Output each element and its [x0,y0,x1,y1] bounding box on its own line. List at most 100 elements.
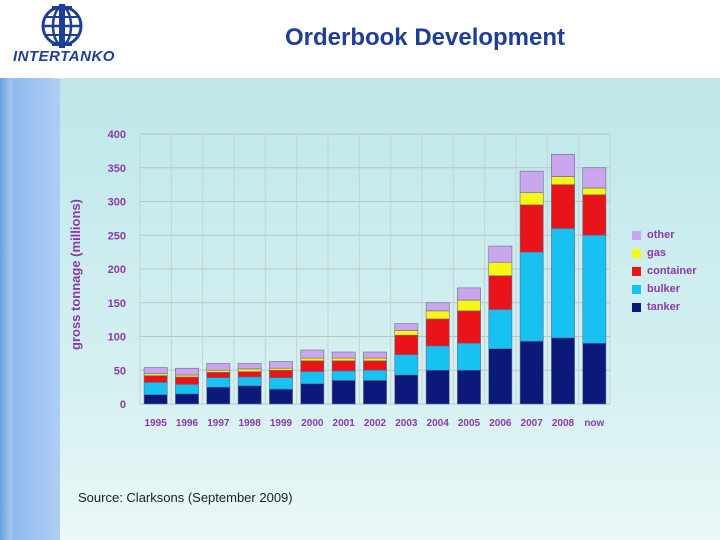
bar-container-2003 [394,334,419,356]
legend-label: container [647,265,697,277]
bar-gas-2006 [488,261,513,277]
bar-container-2007 [519,204,544,253]
legend-label: bulker [647,283,681,295]
bar-tanker-2004 [425,369,450,405]
y-tick-label: 400 [108,129,126,141]
bar-bulker-2005 [457,342,481,371]
bar-bulker-now [582,234,607,344]
bar-bulker-1995 [143,382,168,395]
source-note: Source: Clarksons (September 2009) [78,490,293,505]
bar-container-1997 [206,371,231,378]
bar-container-1996 [175,376,199,385]
legend-swatch-container [632,266,641,276]
bar-bulker-2004 [425,345,450,371]
x-tick-label: 2002 [364,418,387,429]
bar-container-2006 [488,275,513,310]
logo-wordmark: INTERTANKO [13,48,115,65]
bar-other-2001 [331,351,356,359]
bar-other-2004 [425,302,450,312]
bar-other-2005 [457,287,481,301]
bar-container-2000 [300,360,325,372]
bar-tanker-1999 [269,388,293,405]
y-tick-label: 100 [108,332,126,344]
bar-gas-now [582,187,607,196]
bar-other-1995 [143,367,168,374]
x-tick-label: 2008 [552,418,575,429]
bar-bulker-2006 [488,309,513,349]
x-tick-label: 1999 [270,418,293,429]
y-ticks: 0 50 100 150 200 250 300 350 400 [108,129,126,411]
bar-container-now [582,194,607,236]
chart-legend: other gas container bulker tanker [632,226,697,316]
x-tick-label: 2001 [333,418,356,429]
legend-item-tanker: tanker [632,298,697,316]
y-tick-label: 0 [120,399,126,411]
bar-gas-2002 [363,357,387,362]
x-tick-label: 1997 [207,418,230,429]
bar-bulker-2000 [300,371,325,385]
bar-bulker-1996 [175,384,199,395]
bar-tanker-1997 [206,386,231,405]
bar-gas-2000 [300,357,325,362]
slide-header: INTERTANKO Orderbook Development [0,0,720,78]
x-tick-label: 2003 [395,418,418,429]
x-tick-label: 2000 [301,418,324,429]
x-tick-label: 1995 [145,418,168,429]
bar-bulker-2001 [331,370,356,381]
bar-other-2008 [551,153,575,177]
globe-icon [41,4,83,48]
y-tick-label: 300 [108,197,126,209]
x-tick-label: 2004 [427,418,450,429]
page-title: Orderbook Development [284,24,566,51]
bar-tanker-1996 [175,393,199,405]
bar-other-2002 [363,351,387,359]
x-tick-label: 1998 [239,418,262,429]
bar-gas-1999 [269,367,293,371]
bar-container-2008 [551,184,575,229]
bar-gas-2007 [519,192,544,206]
bar-tanker-2005 [457,369,481,405]
y-tick-label: 50 [114,365,126,377]
bar-other-now [582,167,607,189]
bars [143,153,607,405]
bar-tanker-2008 [551,337,575,405]
bar-gas-2008 [551,176,575,185]
x-tick-label: 1996 [176,418,199,429]
x-tick-label: now [584,418,604,429]
bar-tanker-2003 [394,374,419,405]
x-ticks: 1995 1996 1997 1998 1999 2000 2001 2002 2003 2004… [145,418,605,429]
bar-gas-2005 [457,299,481,312]
bar-gas-1995 [143,373,168,376]
bar-gas-1996 [175,374,199,378]
bar-other-1998 [237,363,262,370]
bar-other-2006 [488,245,513,263]
bar-tanker-2000 [300,383,325,405]
bar-container-1995 [143,375,168,383]
y-tick-label: 200 [108,264,126,276]
bar-other-1996 [175,367,199,376]
bar-bulker-2003 [394,354,419,376]
bar-gas-1998 [237,368,262,372]
bar-gas-1997 [206,369,231,373]
y-tick-label: 350 [108,163,126,175]
legend-item-gas: gas [632,244,697,262]
bar-tanker-2001 [331,380,356,405]
legend-swatch-bulker [632,284,641,294]
x-tick-label: 2007 [521,418,544,429]
bar-tanker-2006 [488,348,513,405]
legend-label: tanker [647,301,681,313]
bar-other-2007 [519,170,544,194]
bar-tanker-now [582,342,607,405]
legend-item-other: other [632,226,697,244]
bar-bulker-1997 [206,377,231,388]
bar-bulker-2002 [363,369,387,381]
bar-container-1999 [269,369,293,378]
bar-tanker-1995 [143,394,168,405]
legend-item-container: container [632,262,697,280]
bar-bulker-1998 [237,376,262,387]
bar-tanker-2002 [363,380,387,405]
bar-other-2000 [300,349,325,359]
intertanko-logo: INTERTANKO [4,4,120,74]
legend-swatch-gas [632,248,641,258]
